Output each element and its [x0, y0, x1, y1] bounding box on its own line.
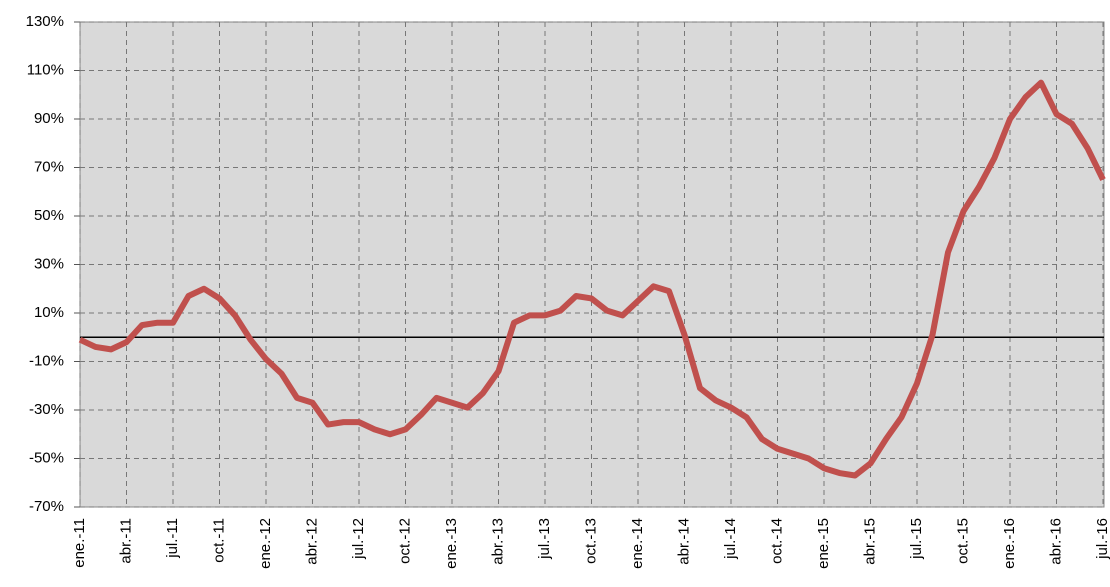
data-line — [78, 79, 1106, 479]
x-tick-label: ene.-11 — [71, 518, 88, 568]
x-tick-label: abr.-16 — [1047, 518, 1064, 565]
y-tick-label: -50% — [29, 449, 64, 466]
x-tick-label: jul.-12 — [350, 518, 367, 560]
plot-area — [79, 21, 1105, 508]
y-tick-label: 130% — [26, 13, 64, 30]
x-tick-label: oct.-12 — [396, 518, 413, 564]
y-tick-label: 110% — [27, 61, 64, 78]
x-tick-label: abr.-14 — [675, 518, 692, 565]
y-tick-label: 10% — [34, 304, 64, 321]
y-tick-label: 90% — [34, 110, 64, 127]
x-tick-label: oct.-13 — [582, 518, 599, 564]
y-tick-label: 30% — [34, 255, 64, 272]
y-tick-label: -10% — [29, 352, 64, 369]
x-tick-label: ene.-16 — [1001, 518, 1018, 569]
x-tick-label: jul.-14 — [722, 518, 739, 560]
x-tick-label: jul.-15 — [908, 518, 925, 560]
x-tick-label: jul.-16 — [1094, 518, 1110, 560]
x-tick-label: jul.-13 — [536, 518, 553, 560]
x-tick-label: abr.-13 — [489, 518, 506, 565]
x-tick-label: ene.-14 — [629, 518, 646, 569]
x-tick-label: ene.-12 — [257, 518, 274, 569]
y-tick-label: 70% — [34, 158, 64, 175]
y-tick-label: -70% — [29, 498, 64, 515]
x-tick-label: jul.-11 — [164, 518, 181, 559]
y-tick-label: -30% — [29, 401, 64, 418]
x-tick-label: oct.-15 — [954, 518, 971, 564]
y-tick-label: 50% — [34, 207, 64, 224]
x-tick-label: abr.-11 — [117, 518, 134, 564]
x-tick-label: ene.-15 — [815, 518, 832, 569]
x-tick-label: oct.-11 — [210, 518, 227, 563]
x-tick-label: abr.-12 — [303, 518, 320, 565]
x-tick-label: abr.-15 — [861, 518, 878, 565]
x-tick-label: ene.-13 — [443, 518, 460, 569]
x-tick-label: oct.-14 — [768, 518, 785, 564]
